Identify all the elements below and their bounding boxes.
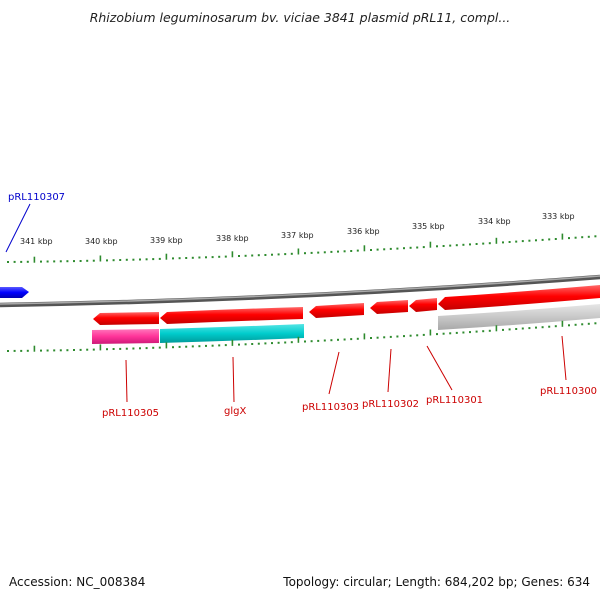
gene-label-pRL110301[interactable]: pRL110301 — [426, 395, 483, 406]
gene-arrow-pRL110300[interactable] — [438, 285, 600, 310]
gene-label-pRL110303[interactable]: pRL110303 — [302, 402, 359, 413]
gene-label-glgX[interactable]: glgX — [224, 406, 246, 417]
cog-block-gray[interactable] — [438, 304, 600, 330]
scale-label: 338 kbp — [216, 234, 249, 243]
scale-labels: 341 kbp 340 kbp 339 kbp 338 kbp 337 kbp … — [20, 212, 575, 246]
scale-label: 337 kbp — [281, 231, 314, 240]
gene-arrow-pRL110303[interactable] — [309, 303, 364, 318]
scale-ticks-lower — [7, 320, 597, 352]
label-leaders — [5, 203, 567, 403]
scale-label: 340 kbp — [85, 237, 118, 246]
gene-label-pRL110300[interactable]: pRL110300 — [540, 386, 597, 397]
gene-arrow-pRL110307[interactable] — [0, 287, 29, 298]
scale-label: 336 kbp — [347, 227, 380, 236]
cog-block-cyan[interactable] — [160, 324, 304, 343]
gene-labels: pRL110307 pRL110305 glgX pRL110303 pRL11… — [8, 192, 597, 419]
gene-arrow-glgX[interactable] — [160, 307, 303, 324]
genome-summary-text: Topology: circular; Length: 684,202 bp; … — [283, 575, 590, 589]
gene-label-pRL110302[interactable]: pRL110302 — [362, 399, 419, 410]
cog-block-magenta[interactable] — [92, 329, 159, 344]
cog-track — [92, 304, 600, 344]
gene-arrow-pRL110301[interactable] — [409, 298, 437, 312]
gene-track — [93, 285, 600, 325]
gene-label-pRL110307[interactable]: pRL110307 — [8, 192, 65, 203]
gene-arrow-pRL110305[interactable] — [93, 312, 159, 325]
scale-label: 341 kbp — [20, 237, 53, 246]
scale-ticks-upper — [7, 233, 597, 263]
scale-label: 333 kbp — [542, 212, 575, 221]
gene-arrow-pRL110302[interactable] — [370, 300, 408, 314]
genome-backbone — [0, 274, 600, 308]
map-title: Rhizobium leguminosarum bv. viciae 3841 … — [89, 10, 511, 25]
accession-text: Accession: NC_008384 — [9, 575, 146, 589]
gene-label-pRL110305[interactable]: pRL110305 — [102, 408, 159, 419]
scale-label: 334 kbp — [478, 217, 511, 226]
scale-label: 335 kbp — [412, 222, 445, 231]
scale-label: 339 kbp — [150, 236, 183, 245]
